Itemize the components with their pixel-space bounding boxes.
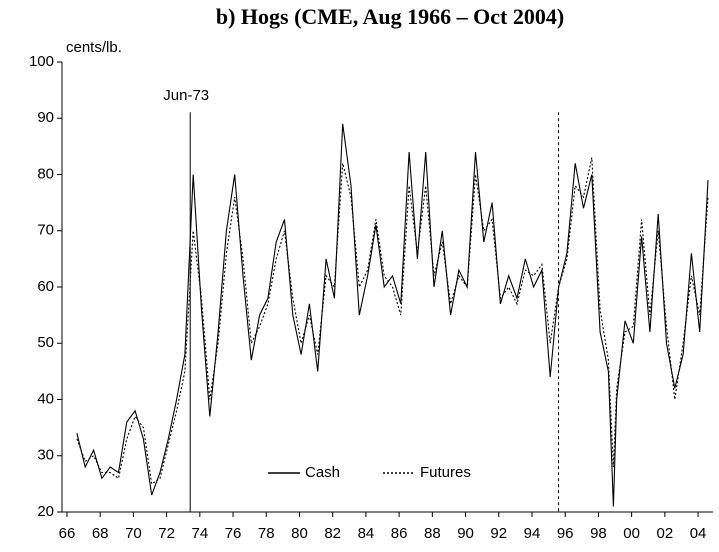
x-tick-label: 92 xyxy=(490,525,507,542)
x-tick-label: 78 xyxy=(258,525,275,542)
legend-label: Cash xyxy=(305,464,340,481)
x-tick-label: 00 xyxy=(623,525,640,542)
series-line xyxy=(76,157,709,485)
x-tick-label: 02 xyxy=(656,525,673,542)
x-tick-label: 68 xyxy=(92,525,109,542)
y-tick-label: 30 xyxy=(37,447,54,464)
y-tick-label: 90 xyxy=(37,109,54,126)
y-tick-label: 60 xyxy=(37,278,54,295)
x-tick-label: 84 xyxy=(358,525,375,542)
x-tick-label: 72 xyxy=(158,525,175,542)
legend-label: Futures xyxy=(420,464,471,481)
x-tick-label: 98 xyxy=(590,525,607,542)
y-tick-label: 50 xyxy=(37,334,54,351)
x-tick-label: 94 xyxy=(524,525,541,542)
y-tick-label: 70 xyxy=(37,222,54,239)
x-tick-label: 66 xyxy=(59,525,76,542)
y-tick-label: 100 xyxy=(29,53,54,70)
x-tick-label: 88 xyxy=(424,525,441,542)
x-tick-label: 76 xyxy=(225,525,242,542)
x-tick-label: 74 xyxy=(191,525,208,542)
x-tick-label: 70 xyxy=(125,525,142,542)
x-tick-label: 86 xyxy=(391,525,408,542)
chart-title: b) Hogs (CME, Aug 1966 – Oct 2004) xyxy=(216,4,564,29)
y-axis-label: cents/lb. xyxy=(66,39,122,56)
x-tick-label: 96 xyxy=(557,525,574,542)
x-tick-label: 82 xyxy=(324,525,341,542)
y-tick-label: 20 xyxy=(37,503,54,520)
y-tick-label: 40 xyxy=(37,390,54,407)
x-tick-label: 04 xyxy=(690,525,707,542)
y-tick-label: 80 xyxy=(37,165,54,182)
x-tick-label: 90 xyxy=(457,525,474,542)
event-label: Jun-73 xyxy=(163,87,209,104)
series-line xyxy=(76,123,709,507)
x-tick-label: 80 xyxy=(291,525,308,542)
